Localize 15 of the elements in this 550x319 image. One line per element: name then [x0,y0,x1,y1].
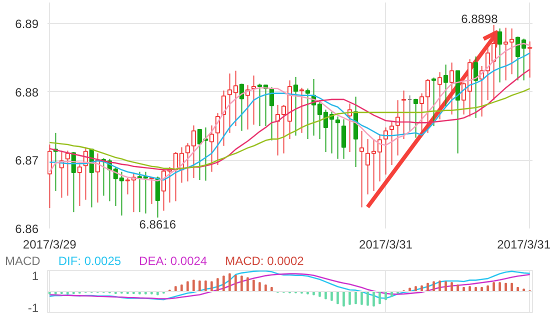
x-tick-label: 2017/3/31 [359,238,413,252]
y-tick-label: 6.89 [15,17,39,32]
text: MACD: 0.0002 [225,254,304,268]
y-tick-label: 6.87 [15,154,39,168]
y-tick-label: 6.88 [15,85,39,100]
text: DIF: 0.0025 [58,254,122,268]
x-tick-label: 2017/3/29 [22,238,77,252]
text: MACD [5,254,40,268]
y-tick-label: -1 [28,301,39,316]
annotation: 6.8898 [461,12,498,26]
text: DEA: 0.0024 [139,254,208,268]
y-tick-label: 1 [32,268,39,283]
annotation: 6.8616 [139,218,176,232]
x-tick-label: 2017/3/31 [497,238,550,252]
y-tick-label: 6.86 [15,222,39,236]
